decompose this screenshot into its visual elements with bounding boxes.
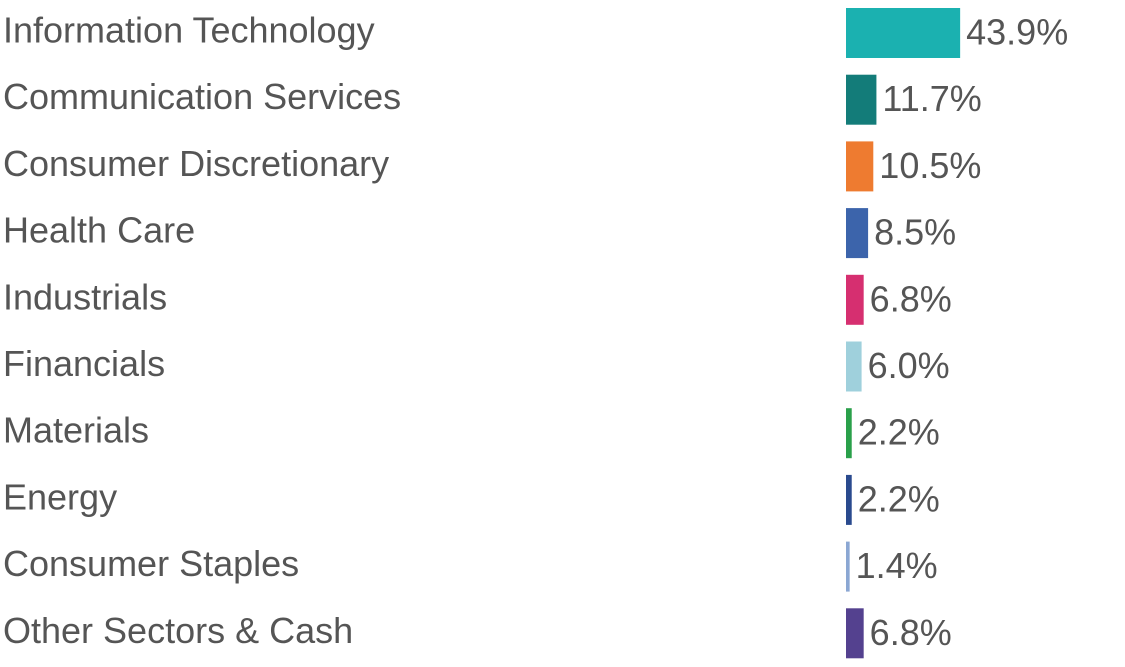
bar-row-materials: Materials 2.2% — [3, 408, 940, 459]
category-label: Financials — [3, 343, 165, 384]
bar-row-energy: Energy 2.2% — [3, 474, 940, 525]
category-label: Energy — [3, 476, 117, 517]
bar-row-consumer-discretionary: Consumer Discretionary 10.5% — [3, 141, 981, 192]
bar-row-consumer-staples: Consumer Staples 1.4% — [3, 541, 938, 592]
bar — [846, 141, 874, 192]
value-label: 2.2% — [858, 478, 940, 519]
category-label: Consumer Discretionary — [3, 143, 389, 184]
value-label: 10.5% — [879, 145, 981, 186]
value-label: 6.8% — [870, 612, 952, 653]
bar — [846, 408, 852, 459]
bar-row-information-technology: Information Technology 43.9% — [3, 8, 1068, 58]
category-label: Materials — [3, 410, 149, 451]
bar — [846, 608, 864, 659]
bar-row-financials: Financials 6.0% — [3, 341, 950, 392]
bar-row-industrials: Industrials 6.8% — [3, 274, 952, 325]
bar-row-other-sectors-cash: Other Sectors & Cash 6.8% — [3, 608, 952, 659]
value-label: 2.2% — [858, 412, 940, 453]
category-label: Other Sectors & Cash — [3, 610, 353, 651]
bar — [846, 474, 852, 525]
bar — [846, 8, 961, 58]
category-label: Communication Services — [3, 76, 401, 117]
bar — [846, 208, 869, 259]
value-label: 11.7% — [882, 78, 981, 119]
bar — [846, 341, 862, 392]
bar — [846, 74, 877, 125]
bar — [846, 274, 864, 325]
category-label: Health Care — [3, 210, 195, 251]
category-label: Industrials — [3, 276, 167, 317]
value-label: 43.9% — [966, 12, 1068, 53]
bar — [846, 541, 850, 592]
category-label: Information Technology — [3, 10, 375, 51]
value-label: 8.5% — [874, 212, 956, 253]
bar-row-health-care: Health Care 8.5% — [3, 208, 956, 259]
value-label: 1.4% — [856, 545, 938, 586]
value-label: 6.0% — [868, 345, 950, 386]
category-label: Consumer Staples — [3, 543, 299, 584]
value-label: 6.8% — [870, 278, 952, 319]
bar-row-communication-services: Communication Services 11.7% — [3, 74, 982, 125]
